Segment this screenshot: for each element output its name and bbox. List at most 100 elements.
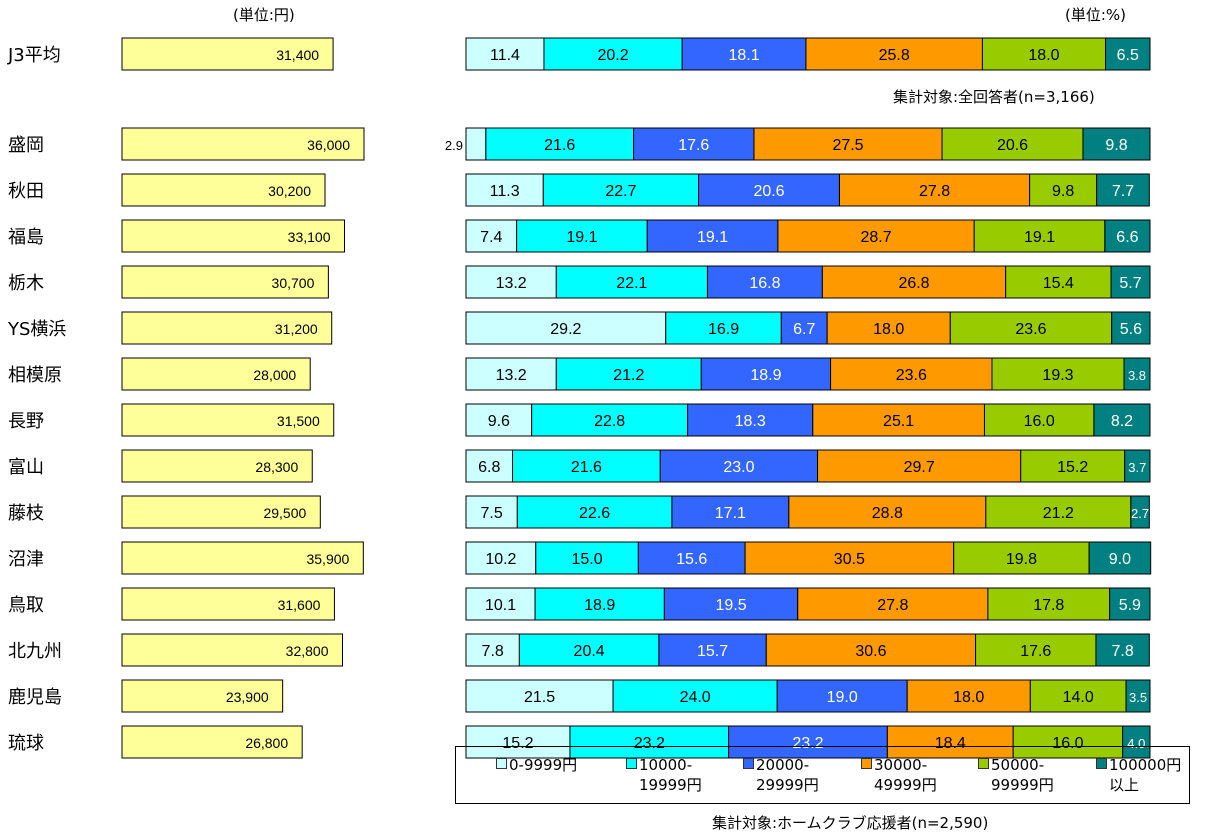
segment-value-label: 15.4	[1043, 275, 1074, 292]
category-label: 北九州	[8, 641, 62, 662]
stack-segment	[612, 679, 778, 713]
stack-segment	[817, 449, 1022, 483]
stack-segment	[531, 403, 689, 437]
stack-segment	[1110, 265, 1151, 299]
stack-segment	[728, 725, 888, 759]
legend-label: 10000-	[639, 756, 693, 774]
segment-value-label: 22.1	[616, 275, 647, 292]
amount-unit-label: (単位:円)	[233, 6, 295, 24]
segment-value-label: 7.8	[1112, 643, 1134, 660]
amount-value-label: 35,900	[306, 551, 349, 567]
segment-value-label: 16.8	[749, 275, 780, 292]
stack-segment	[821, 265, 1007, 299]
segment-value-label: 6.7	[793, 321, 815, 338]
segment-value-label: 9.0	[1109, 551, 1131, 568]
segment-value-label: 16.0	[1024, 413, 1055, 430]
legend-item-50000-99999: 50000- 99999円	[978, 755, 1054, 795]
segment-value-label: 27.8	[919, 183, 950, 200]
segment-value-label: 5.6	[1120, 321, 1142, 338]
segment-value-label: 19.3	[1042, 367, 1073, 384]
category-label: 長野	[8, 411, 44, 432]
stack-segment	[1082, 127, 1151, 161]
stack-segment	[698, 173, 840, 207]
segment-value-label: 7.5	[481, 505, 503, 522]
amount-bar	[121, 357, 311, 391]
segment-value-label: 30.6	[855, 643, 886, 660]
legend-item-100000-plus: 100000円 以上	[1096, 755, 1181, 795]
category-label: 沼津	[8, 549, 44, 570]
stack-segment	[465, 403, 533, 437]
category-label: YS横浜	[7, 319, 66, 340]
segment-value-label: 14.0	[1063, 689, 1094, 706]
stack-segment	[555, 265, 708, 299]
stack-segment	[465, 311, 667, 345]
segment-value-label: 15.6	[676, 551, 707, 568]
amount-value-label: 31,400	[276, 47, 319, 63]
segment-value-label: 25.1	[883, 413, 914, 430]
legend-label-line2	[496, 776, 509, 794]
stack-segment	[671, 495, 790, 529]
legend-label: 30000-	[874, 756, 928, 774]
segment-value-label: 5.7	[1119, 275, 1141, 292]
category-label: 福島	[8, 227, 44, 248]
legend-label-line2: 19999円	[639, 776, 702, 794]
stack-segment	[465, 127, 487, 161]
segment-value-label: 20.4	[574, 643, 605, 660]
segment-value-label: 7.7	[1112, 183, 1134, 200]
amount-bar	[121, 679, 284, 713]
stack-segment	[1123, 357, 1151, 391]
legend-label: 20000-	[756, 756, 810, 774]
stack-segment	[1093, 403, 1151, 437]
segment-value-label: 26.8	[898, 275, 929, 292]
segment-value-label: 22.8	[594, 413, 625, 430]
amount-bar	[121, 311, 333, 345]
amount-value-label: 30,200	[268, 183, 311, 199]
segment-value-label: 20.6	[997, 137, 1028, 154]
segment-value-label: 19.1	[697, 229, 728, 246]
segment-value-label: 9.8	[1105, 137, 1127, 154]
segment-value-label: 20.2	[597, 47, 628, 64]
stack-segment	[465, 357, 557, 391]
stack-segment	[975, 633, 1097, 667]
legend-item-20000-29999: 20000- 29999円	[743, 755, 819, 795]
amount-value-label: 23,900	[226, 689, 269, 705]
stack-segment	[485, 127, 635, 161]
segment-value-label: 21.6	[544, 137, 575, 154]
amount-bar	[121, 495, 321, 529]
stack-segment	[465, 265, 557, 299]
segment-value-label: 15.2	[502, 735, 533, 752]
segment-value-label: 19.1	[1024, 229, 1055, 246]
segment-value-label: 23.6	[1015, 321, 1046, 338]
segment-value-label: 18.9	[584, 597, 615, 614]
stack-segment	[1105, 37, 1151, 71]
amount-value-label: 31,200	[275, 321, 318, 337]
segment-value-label: 15.2	[1057, 459, 1088, 476]
amount-bar	[121, 219, 346, 253]
stack-segment	[953, 541, 1090, 575]
segment-value-label: 11.3	[490, 183, 520, 200]
category-label: 富山	[8, 457, 44, 478]
stack-segment	[788, 495, 987, 529]
stack-segment	[465, 37, 545, 71]
segment-value-label: 23.6	[896, 367, 927, 384]
stack-segment	[535, 541, 639, 575]
segment-value-label: 18.1	[728, 47, 759, 64]
amount-value-label: 28,000	[253, 367, 296, 383]
segment-value-label: 16.0	[1052, 735, 1083, 752]
segment-value-label: 29.2	[550, 321, 581, 338]
stack-segment	[512, 449, 661, 483]
segment-value-label: 28.7	[860, 229, 891, 246]
stack-segment	[516, 219, 648, 253]
stack-segment	[1124, 449, 1151, 483]
stack-segment	[985, 495, 1132, 529]
stack-segment	[1029, 679, 1127, 713]
category-label: 盛岡	[8, 135, 44, 156]
stack-segment	[637, 541, 746, 575]
segment-value-label: 7.8	[482, 643, 504, 660]
segment-value-label: 21.5	[524, 689, 555, 706]
stack-segment	[973, 219, 1106, 253]
legend-swatch	[978, 758, 989, 769]
amount-value-label: 33,100	[288, 229, 331, 245]
amount-value-label: 29,500	[263, 505, 306, 521]
stack-segment	[518, 633, 660, 667]
